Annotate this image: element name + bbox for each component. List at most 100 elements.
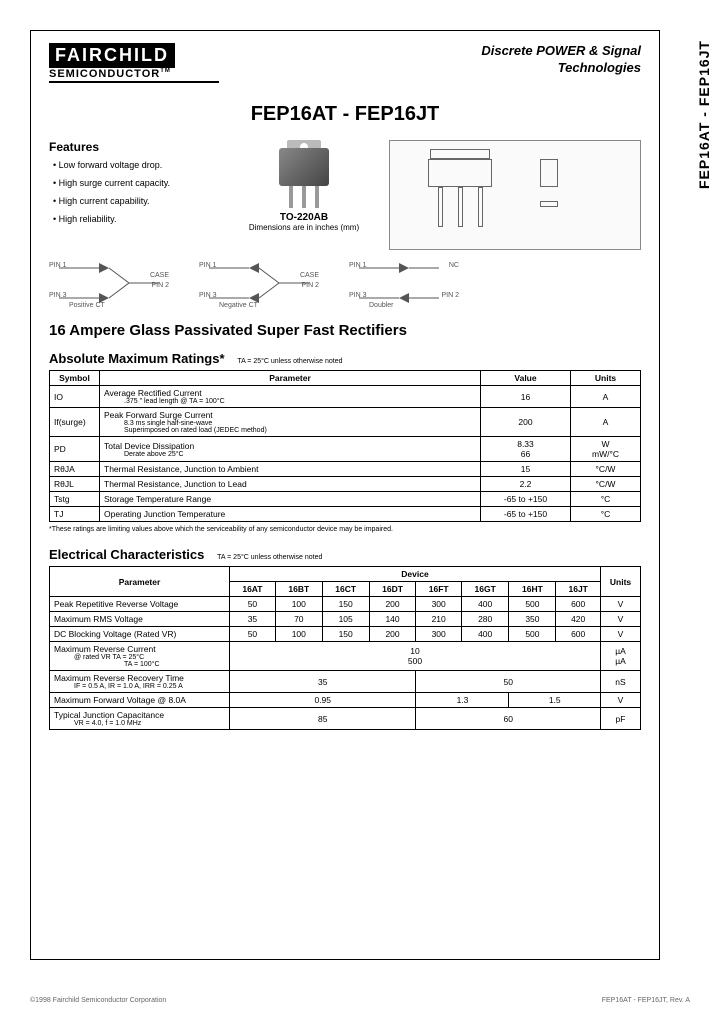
th-device-col: 16CT: [322, 582, 369, 597]
cell-val: 400: [461, 597, 509, 612]
cell-val: 300: [416, 597, 461, 612]
package-note: Dimensions are in inches (mm): [229, 223, 379, 232]
cell-units: °C/W: [571, 477, 641, 492]
cell-val: 420: [556, 612, 601, 627]
ec-table: Parameter Device Units 16AT16BT16CT16DT1…: [49, 566, 641, 730]
cell-param: Peak Forward Surge Current8.3 ms single …: [100, 408, 481, 437]
pin-label: PIN 3: [349, 292, 367, 299]
th-value: Value: [481, 371, 571, 386]
cell-symbol: If(surge): [50, 408, 100, 437]
package: TO-220AB Dimensions are in inches (mm): [229, 140, 379, 250]
pin-label: PIN 2: [301, 282, 319, 289]
cell-val: 50: [230, 597, 276, 612]
cell-val: 500: [509, 627, 556, 642]
product-heading: 16 Ampere Glass Passivated Super Fast Re…: [49, 322, 641, 339]
cell-units: A: [571, 386, 641, 408]
pin-desc: Negative CT: [219, 302, 258, 309]
cell-val: 200: [369, 627, 416, 642]
feature-item: High current capability.: [53, 196, 219, 206]
pin-label: CASE: [300, 272, 319, 279]
cell-val: 85: [230, 708, 416, 730]
cell-param: Typical Junction CapacitanceVR = 4.0, f …: [50, 708, 230, 730]
cell-param: Maximum Forward Voltage @ 8.0A: [50, 693, 230, 708]
features: Features Low forward voltage drop. High …: [49, 140, 219, 250]
logo-bottom: SEMICONDUCTORTM: [49, 68, 219, 83]
cell-units: V: [601, 627, 641, 642]
pin-label: CASE: [150, 272, 169, 279]
pin-diagram-b: PIN 1 PIN 3 CASE PIN 2 Negative CT: [199, 258, 319, 308]
cell-units: nS: [601, 671, 641, 693]
pin-label: PIN 2: [441, 292, 459, 299]
cell-value: 16: [481, 386, 571, 408]
footer-right: FEP16AT - FEP16JT, Rev. A: [602, 997, 690, 1004]
cell-param: Thermal Resistance, Junction to Lead: [100, 477, 481, 492]
th-device-col: 16FT: [416, 582, 461, 597]
logo-top: FAIRCHILD: [49, 43, 175, 68]
cell-val: 70: [275, 612, 322, 627]
cell-val: 140: [369, 612, 416, 627]
cell-val: 1.3: [416, 693, 509, 708]
header: FAIRCHILD SEMICONDUCTORTM Discrete POWER…: [49, 43, 641, 83]
cell-value: 15: [481, 462, 571, 477]
cell-param: Maximum RMS Voltage: [50, 612, 230, 627]
cell-units: °C: [571, 507, 641, 522]
th-symbol: Symbol: [50, 371, 100, 386]
amr-table: Symbol Parameter Value Units IOAverage R…: [49, 370, 641, 522]
cell-val: 400: [461, 627, 509, 642]
package-image: [259, 140, 349, 210]
cell-val: 35: [230, 612, 276, 627]
cell-param: Average Rectified Current.375 " lead len…: [100, 386, 481, 408]
pin-diagram-a: PIN 1 PIN 3 CASE PIN 2 Positive CT: [49, 258, 169, 308]
cell-units: WmW/°C: [571, 437, 641, 462]
cell-param: Total Device DissipationDerate above 25°…: [100, 437, 481, 462]
cell-param: Operating Junction Temperature: [100, 507, 481, 522]
logo: FAIRCHILD SEMICONDUCTORTM: [49, 43, 219, 83]
cell-symbol: RθJA: [50, 462, 100, 477]
cell-val: 150: [322, 597, 369, 612]
th-device: Device: [230, 567, 601, 582]
cell-val: 0.95: [230, 693, 416, 708]
pin-label: PIN 3: [199, 292, 217, 299]
cell-param: DC Blocking Voltage (Rated VR): [50, 627, 230, 642]
cell-units: °C: [571, 492, 641, 507]
features-row: Features Low forward voltage drop. High …: [49, 140, 641, 250]
cell-param: Maximum Reverse Current@ rated VR TA = 2…: [50, 642, 230, 671]
th-device-col: 16JT: [556, 582, 601, 597]
cell-val: 210: [416, 612, 461, 627]
ec-heading: Electrical Characteristics: [49, 547, 204, 562]
cell-units: °C/W: [571, 462, 641, 477]
feature-item: High surge current capacity.: [53, 178, 219, 188]
cell-symbol: RθJL: [50, 477, 100, 492]
cell-symbol: PD: [50, 437, 100, 462]
cell-value: 200: [481, 408, 571, 437]
cell-units: V: [601, 612, 641, 627]
pin-desc: Doubler: [369, 302, 394, 309]
page-frame: FAIRCHILD SEMICONDUCTORTM Discrete POWER…: [30, 30, 660, 960]
part-title: FEP16AT - FEP16JT: [49, 103, 641, 126]
features-list: Low forward voltage drop. High surge cur…: [49, 160, 219, 224]
feature-item: Low forward voltage drop.: [53, 160, 219, 170]
footer-left: ©1998 Fairchild Semiconductor Corporatio…: [30, 997, 166, 1004]
amr-heading: Absolute Maximum Ratings*: [49, 351, 225, 366]
cell-units: V: [601, 597, 641, 612]
cell-val: 1.5: [509, 693, 601, 708]
th-units: Units: [601, 567, 641, 597]
pin-label: PIN 1: [49, 262, 67, 269]
cell-units: V: [601, 693, 641, 708]
footer: ©1998 Fairchild Semiconductor Corporatio…: [30, 997, 690, 1004]
pin-diagrams: PIN 1 PIN 3 CASE PIN 2 Positive CT PIN 1…: [49, 258, 641, 308]
th-device-col: 16GT: [461, 582, 509, 597]
cell-val: 350: [509, 612, 556, 627]
th-device-col: 16AT: [230, 582, 276, 597]
tagline-2: Technologies: [481, 60, 641, 77]
cell-value: -65 to +150: [481, 492, 571, 507]
side-part-label: FEP16AT - FEP16JT: [696, 40, 712, 189]
cell-val: 50: [416, 671, 601, 693]
cell-value: -65 to +150: [481, 507, 571, 522]
cell-val: 600: [556, 627, 601, 642]
pin-diagram-c: PIN 1 PIN 3 NC PIN 2 Doubler: [349, 258, 469, 308]
features-heading: Features: [49, 140, 219, 154]
cell-param: Storage Temperature Range: [100, 492, 481, 507]
cell-val: 60: [416, 708, 601, 730]
cell-val: 10500: [230, 642, 601, 671]
